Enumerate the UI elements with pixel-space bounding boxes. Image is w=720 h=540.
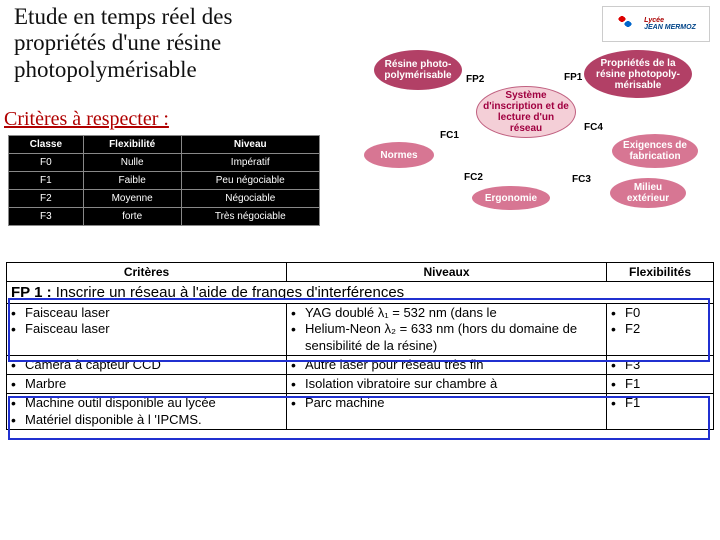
bullet-line: Marbre <box>25 376 282 392</box>
flex-td: Nulle <box>83 154 181 172</box>
col-header-flex: Flexibilités <box>607 263 713 281</box>
oval-milieu: Milieu extérieur <box>610 178 686 208</box>
criteria-cell: F1 <box>607 375 713 393</box>
blue-highlight-box <box>8 298 710 362</box>
criteria-row: Marbre Isolation vibratoire sur chambre à… <box>7 375 713 394</box>
criteria-cell: Marbre <box>7 375 287 393</box>
connector-fc1: FC1 <box>440 130 459 141</box>
criteria-cell: Isolation vibratoire sur chambre à <box>287 375 607 393</box>
flex-td: F1 <box>9 172 84 190</box>
connector-fc4: FC4 <box>584 122 603 133</box>
ovals-diagram: Résine photo-polymérisable Propriétés de … <box>340 50 700 230</box>
connector-fp2: FP2 <box>466 74 484 85</box>
flex-td: Peu négociable <box>181 172 320 190</box>
oval-ergo: Ergonomie <box>472 186 550 210</box>
flex-td: forte <box>83 208 181 226</box>
oval-systeme: Système d'inscription et de lecture d'un… <box>476 86 576 138</box>
logo: Lycée JEAN MERMOZ <box>602 6 710 42</box>
logo-line1: Lycée <box>644 17 696 24</box>
criteres-heading: Critères à respecter : <box>4 108 169 131</box>
connector-fc2: FC2 <box>464 172 483 183</box>
connector-fc3: FC3 <box>572 174 591 185</box>
flex-th: Flexibilité <box>83 136 181 154</box>
oval-exig: Exigences de fabrication <box>612 134 698 168</box>
col-header-niveaux: Niveaux <box>287 263 607 281</box>
flex-td: F0 <box>9 154 84 172</box>
flex-th: Classe <box>9 136 84 154</box>
connector-fp1: FP1 <box>564 72 582 83</box>
flex-td: F3 <box>9 208 84 226</box>
slide-title: Etude en temps réel des propriétés d'une… <box>14 4 314 83</box>
oval-props: Propriétés de la résine photopoly-mérisa… <box>584 50 692 98</box>
flex-td: Faible <box>83 172 181 190</box>
flex-th: Niveau <box>181 136 320 154</box>
bullet-line: Isolation vibratoire sur chambre à <box>305 376 602 392</box>
flex-td: Impératif <box>181 154 320 172</box>
col-header-criteres: Critères <box>7 263 287 281</box>
flexibility-table: ClasseFlexibilitéNiveauF0NulleImpératifF… <box>8 135 320 226</box>
flex-td: F2 <box>9 190 84 208</box>
flex-td: Négociable <box>181 190 320 208</box>
criteria-header-row: Critères Niveaux Flexibilités <box>7 263 713 282</box>
logo-line2: JEAN MERMOZ <box>644 24 696 31</box>
flex-td: Moyenne <box>83 190 181 208</box>
blue-highlight-box <box>8 396 710 440</box>
logo-wave-icon <box>616 14 640 34</box>
bullet-line: F1 <box>625 376 709 392</box>
oval-normes: Normes <box>364 142 434 168</box>
oval-resine: Résine photo-polymérisable <box>374 50 462 90</box>
flex-td: Très négociable <box>181 208 320 226</box>
logo-text: Lycée JEAN MERMOZ <box>644 17 696 31</box>
